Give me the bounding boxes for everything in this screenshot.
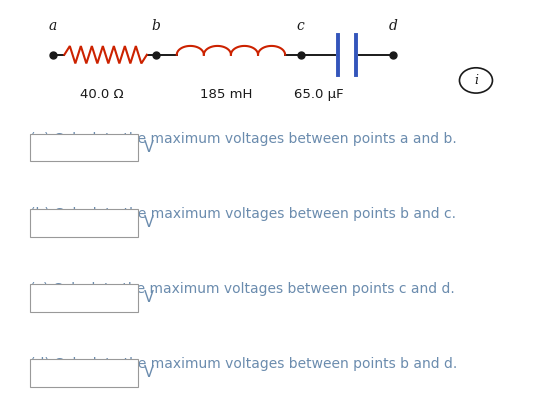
Text: (d) Calculate the maximum voltages between points b and d.: (d) Calculate the maximum voltages betwe… — [30, 357, 457, 371]
Text: 40.0 Ω: 40.0 Ω — [80, 88, 124, 101]
FancyBboxPatch shape — [30, 284, 138, 312]
Text: b: b — [152, 19, 161, 33]
FancyBboxPatch shape — [30, 209, 138, 236]
Text: (c) Calculate the maximum voltages between points c and d.: (c) Calculate the maximum voltages betwe… — [30, 282, 454, 296]
Text: V: V — [144, 365, 155, 380]
Text: c: c — [296, 19, 305, 33]
Text: 185 mH: 185 mH — [200, 88, 252, 101]
FancyBboxPatch shape — [30, 134, 138, 162]
Text: (b) Calculate the maximum voltages between points b and c.: (b) Calculate the maximum voltages betwe… — [30, 207, 456, 221]
Text: V: V — [144, 140, 155, 155]
Text: (a) Calculate the maximum voltages between points a and b.: (a) Calculate the maximum voltages betwe… — [30, 132, 456, 146]
Text: V: V — [144, 290, 155, 305]
Text: V: V — [144, 215, 155, 230]
Text: a: a — [49, 19, 57, 33]
Text: d: d — [389, 19, 398, 33]
Text: 65.0 μF: 65.0 μF — [294, 88, 343, 101]
FancyBboxPatch shape — [30, 359, 138, 387]
Text: i: i — [474, 74, 478, 87]
